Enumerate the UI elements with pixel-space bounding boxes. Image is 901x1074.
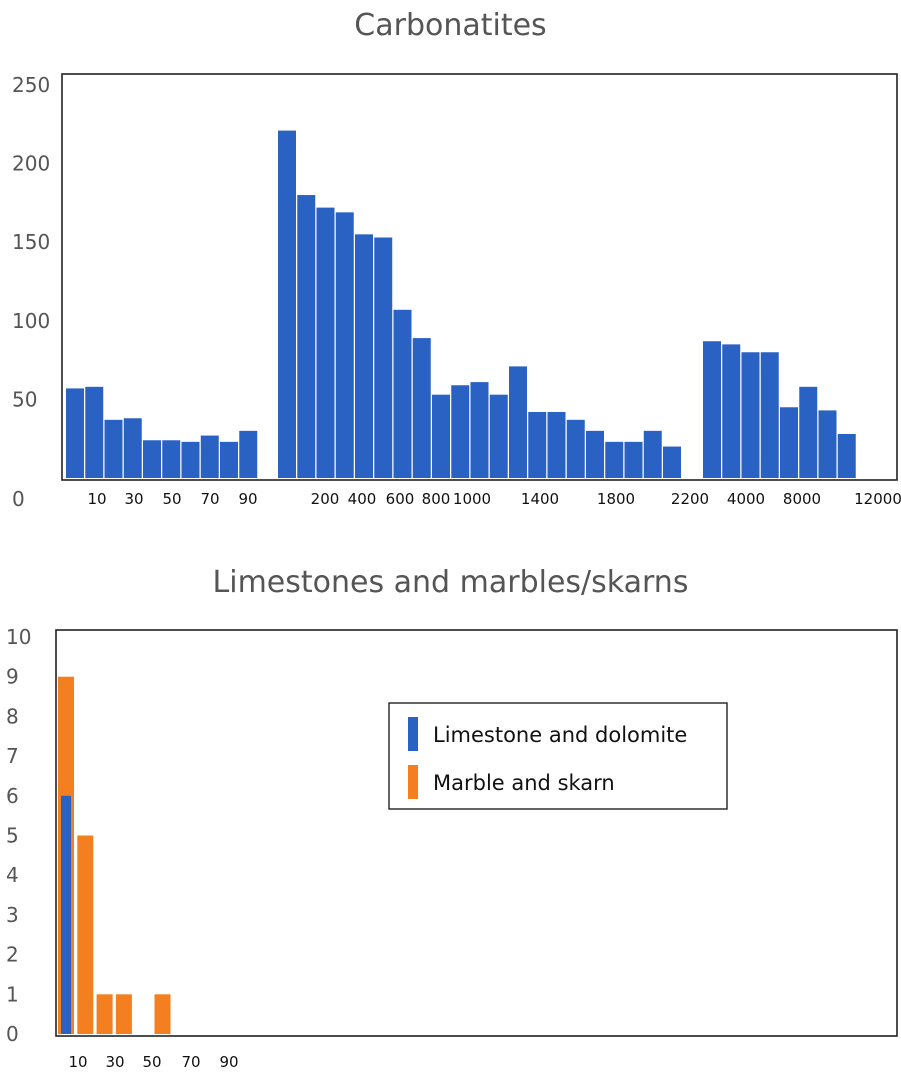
y-tick-label: 0 (12, 487, 25, 511)
carbonatites-bar (162, 440, 181, 478)
legend-label-marble: Marble and skarn (433, 771, 615, 795)
carbonatites-bar (85, 386, 104, 478)
legend-box (388, 702, 728, 810)
marble-skarn-bar (154, 994, 171, 1034)
carbonatites-bar (412, 338, 431, 478)
y-tick-label: 1 (6, 982, 19, 1006)
carbonatites-bar (509, 366, 527, 478)
carbonatites-bar (605, 441, 624, 478)
chart-title-limestones: Limestones and marbles/skarns (212, 565, 689, 600)
x-tick-label: 12000 (854, 490, 901, 508)
x-tick-label: 30 (124, 490, 143, 508)
y-tick-label: 100 (12, 309, 50, 333)
x-tick-label: 10 (68, 1053, 87, 1071)
y-tick-label: 7 (6, 744, 19, 768)
y-tick-label: 10 (6, 625, 31, 649)
carbonatites-chart: 0 50 100 150 200 250 10 30 50 70 90 200 400 600 800 100… (12, 73, 901, 511)
carbonatites-bar (722, 344, 741, 478)
carbonatites-bar (566, 419, 585, 478)
legend-swatch-marble (408, 765, 418, 799)
y-tick-label: 8 (6, 704, 19, 728)
y-tick-label: 3 (6, 903, 19, 927)
carbonatites-bar (451, 385, 470, 478)
x-tick-label: 1800 (597, 490, 635, 508)
legend-swatch-limestone (408, 717, 418, 751)
carbonatites-bar (335, 212, 354, 478)
x-tick-label: 8000 (783, 490, 821, 508)
carbonatites-bar (393, 309, 412, 478)
carbonatites-bar (780, 407, 798, 478)
x-tick-label: 50 (162, 490, 181, 508)
carbonatites-bar (663, 446, 681, 478)
carbonatites-bar (818, 410, 837, 478)
carbonatites-bar (586, 430, 604, 478)
y-tick-label: 6 (6, 784, 19, 808)
y-tick-label: 150 (12, 230, 50, 254)
carbonatites-bar (470, 382, 489, 478)
carbonatites-bar (355, 234, 373, 478)
carbonatites-bar (297, 195, 316, 479)
carbonatites-bar (374, 237, 393, 478)
carbonatites-bar (528, 411, 547, 478)
marble-skarn-bar (115, 994, 132, 1034)
x-tick-label: 2200 (671, 490, 709, 508)
x-tick-label: 800 (422, 490, 451, 508)
x-tick-label: 200 (311, 490, 340, 508)
carbonatites-bar (220, 441, 238, 478)
carbonatites-bar (489, 394, 508, 478)
carbonatites-bar (837, 433, 856, 478)
carbonatites-bar (624, 441, 643, 478)
x-tick-label: 4000 (727, 490, 765, 508)
plot-frame (55, 629, 898, 1037)
y-tick-label: 200 (12, 152, 50, 176)
x-tick-label: 90 (219, 1053, 238, 1071)
y-tick-label: 9 (6, 665, 19, 689)
marble-skarn-bar (96, 994, 113, 1034)
x-tick-label: 70 (181, 1053, 200, 1071)
carbonatites-bar (123, 418, 142, 478)
carbonatites-bar (200, 435, 219, 478)
carbonatites-bar (760, 352, 779, 478)
carbonatites-bar (432, 394, 450, 478)
carbonatites-bar (703, 341, 721, 478)
y-tick-label: 50 (12, 387, 37, 411)
x-tick-label: 600 (386, 490, 415, 508)
carbonatites-bar (643, 430, 662, 478)
y-tick-label: 250 (12, 73, 50, 97)
y-tick-label: 0 (6, 1022, 19, 1046)
legend-label-limestone: Limestone and dolomite (433, 723, 687, 747)
carbonatites-bar (239, 430, 258, 478)
x-tick-label: 70 (200, 490, 219, 508)
plot-frame (61, 73, 898, 481)
y-tick-label: 5 (6, 824, 19, 848)
chart-title-carbonatites: Carbonatites (354, 8, 547, 43)
carbonatites-bar (143, 440, 161, 478)
carbonatites-bar (181, 441, 200, 478)
carbonatites-bar (104, 419, 123, 478)
y-tick-label: 2 (6, 943, 19, 967)
x-tick-label: 30 (105, 1053, 124, 1071)
x-tick-label: 1400 (521, 490, 559, 508)
carbonatites-bar (799, 386, 818, 478)
x-tick-label: 10 (87, 490, 106, 508)
carbonatites-bar (741, 352, 760, 478)
carbonatites-bar (278, 130, 296, 478)
x-tick-label: 1000 (453, 490, 491, 508)
carbonatites-bar (316, 207, 335, 478)
carbonatites-bar (66, 388, 84, 478)
y-tick-label: 4 (6, 863, 19, 887)
x-tick-label: 50 (142, 1053, 161, 1071)
limestone-dolomite-bar (61, 795, 71, 1034)
x-tick-label: 90 (238, 490, 257, 508)
carbonatites-bar (547, 411, 566, 478)
marble-skarn-bar (77, 835, 94, 1034)
x-tick-label: 400 (348, 490, 377, 508)
